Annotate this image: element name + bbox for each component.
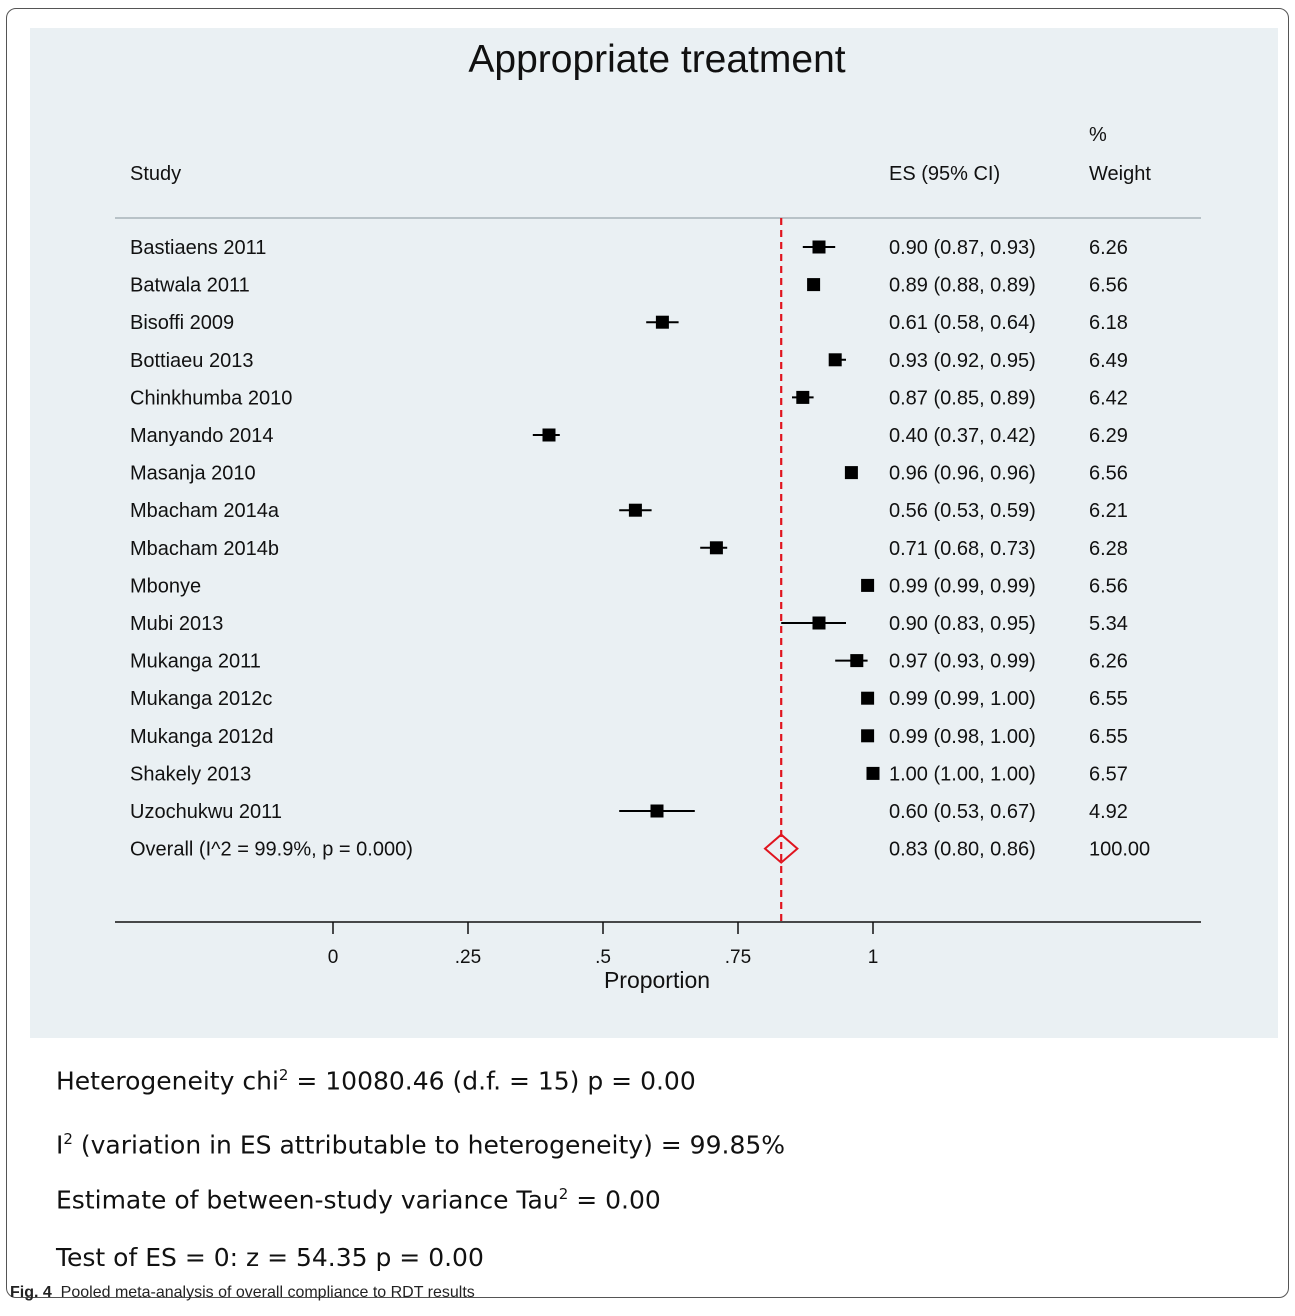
x-axis-label: Proportion <box>604 967 710 993</box>
x-axis: 0 .25 .5 .75 1 <box>115 921 1201 968</box>
study-name: Manyando 2014 <box>130 425 273 447</box>
weight-label: 6.55 <box>1089 688 1128 710</box>
weight-label: 6.18 <box>1089 312 1128 334</box>
effect-marker <box>812 616 826 630</box>
effect-size-label: 0.99 (0.99, 1.00) <box>889 688 1036 710</box>
overall-effect-label: 0.83 (0.80, 0.86) <box>889 839 1036 861</box>
study-name: Mubi 2013 <box>130 613 223 635</box>
study-name: Mbacham 2014a <box>130 500 280 522</box>
header-weight-percent: % <box>1089 124 1107 146</box>
weight-label: 6.56 <box>1089 575 1128 597</box>
weight-label: 6.21 <box>1089 500 1128 522</box>
weight-label: 6.55 <box>1089 726 1128 748</box>
effect-size-label: 0.60 (0.53, 0.67) <box>889 801 1036 823</box>
stat-tau-squared: Estimate of between-study variance Tau2 … <box>56 1185 661 1215</box>
weight-label: 4.92 <box>1089 801 1128 823</box>
study-name: Mukanga 2011 <box>130 651 261 673</box>
x-tick-label: 0 <box>328 947 339 968</box>
effect-size-label: 0.93 (0.92, 0.95) <box>889 350 1036 372</box>
header-es: ES (95% CI) <box>889 163 1000 185</box>
effect-size-label: 0.97 (0.93, 0.99) <box>889 651 1036 673</box>
effect-marker <box>709 541 723 555</box>
effect-size-label: 0.61 (0.58, 0.64) <box>889 312 1036 334</box>
effect-marker <box>807 278 821 292</box>
effect-size-label: 0.40 (0.37, 0.42) <box>889 425 1036 447</box>
study-name: Mukanga 2012c <box>130 688 272 710</box>
weight-label: 6.28 <box>1089 538 1128 560</box>
effect-size-label: 0.56 (0.53, 0.59) <box>889 500 1036 522</box>
effect-size-label: 0.96 (0.96, 0.96) <box>889 463 1036 485</box>
stat-i-squared: I2 (variation in ES attributable to hete… <box>56 1130 786 1160</box>
effect-marker <box>796 390 810 404</box>
weight-label: 6.49 <box>1089 350 1128 372</box>
effect-marker <box>844 466 858 480</box>
study-name: Masanja 2010 <box>130 463 256 485</box>
study-name: Chinkhumba 2010 <box>130 387 292 409</box>
x-tick-label: .25 <box>455 947 481 968</box>
study-name: Mukanga 2012d <box>130 726 273 748</box>
study-name: Bottiaeu 2013 <box>130 350 253 372</box>
effect-marker <box>861 578 875 592</box>
study-rows: Bastiaens 2011 0.90 (0.87, 0.93) 6.26 Batwa… <box>130 218 1150 922</box>
study-name: Batwala 2011 <box>130 275 250 297</box>
figure-frame <box>6 8 1289 1298</box>
effect-marker <box>812 240 826 254</box>
figure-caption: Fig. 4 Pooled meta-analysis of overall c… <box>10 1284 475 1301</box>
header-study: Study <box>130 163 181 185</box>
weight-label: 6.57 <box>1089 763 1128 785</box>
weight-label: 6.42 <box>1089 387 1128 409</box>
x-tick-label: .75 <box>725 947 751 968</box>
forest-plot: Appropriate treatment % Study ES (95% CI… <box>115 38 1201 993</box>
effect-size-label: 0.71 (0.68, 0.73) <box>889 538 1036 560</box>
study-name: Bastiaens 2011 <box>130 237 266 259</box>
weight-label: 6.26 <box>1089 237 1128 259</box>
effect-size-label: 0.99 (0.98, 1.00) <box>889 726 1036 748</box>
effect-marker <box>542 428 556 442</box>
effect-marker <box>650 804 664 818</box>
effect-size-label: 0.90 (0.83, 0.95) <box>889 613 1036 635</box>
study-name: Shakely 2013 <box>130 763 251 785</box>
study-name: Uzochukwu 2011 <box>130 801 282 823</box>
effect-marker <box>628 503 642 517</box>
overall-name: Overall (I^2 = 99.9%, p = 0.000) <box>130 839 413 861</box>
effect-size-label: 1.00 (1.00, 1.00) <box>889 763 1036 785</box>
study-name: Mbonye <box>130 575 201 597</box>
overall-weight-label: 100.00 <box>1089 839 1150 861</box>
overall-diamond <box>763 833 799 864</box>
effect-marker <box>828 353 842 367</box>
effect-size-label: 0.87 (0.85, 0.89) <box>889 387 1036 409</box>
effect-marker <box>655 315 669 329</box>
plot-panel <box>30 28 1278 1038</box>
weight-label: 6.26 <box>1089 651 1128 673</box>
study-name: Mbacham 2014b <box>130 538 279 560</box>
stat-test-es: Test of ES = 0: z = 54.35 p = 0.00 <box>56 1243 484 1272</box>
weight-label: 6.56 <box>1089 463 1128 485</box>
chart-title: Appropriate treatment <box>468 38 845 81</box>
effect-marker <box>866 766 880 780</box>
weight-label: 6.29 <box>1089 425 1128 447</box>
x-tick-label: .5 <box>595 947 611 968</box>
header-weight: Weight <box>1089 163 1151 185</box>
effect-marker <box>850 654 864 668</box>
x-tick-label: 1 <box>868 947 879 968</box>
effect-size-label: 0.89 (0.88, 0.89) <box>889 275 1036 297</box>
weight-label: 5.34 <box>1089 613 1128 635</box>
effect-size-label: 0.90 (0.87, 0.93) <box>889 237 1036 259</box>
effect-marker <box>861 729 875 743</box>
effect-size-label: 0.99 (0.99, 0.99) <box>889 575 1036 597</box>
effect-marker <box>861 691 875 705</box>
stat-heterogeneity: Heterogeneity chi2 = 10080.46 (d.f. = 15… <box>56 1066 696 1096</box>
study-name: Bisoffi 2009 <box>130 312 234 334</box>
weight-label: 6.56 <box>1089 275 1128 297</box>
